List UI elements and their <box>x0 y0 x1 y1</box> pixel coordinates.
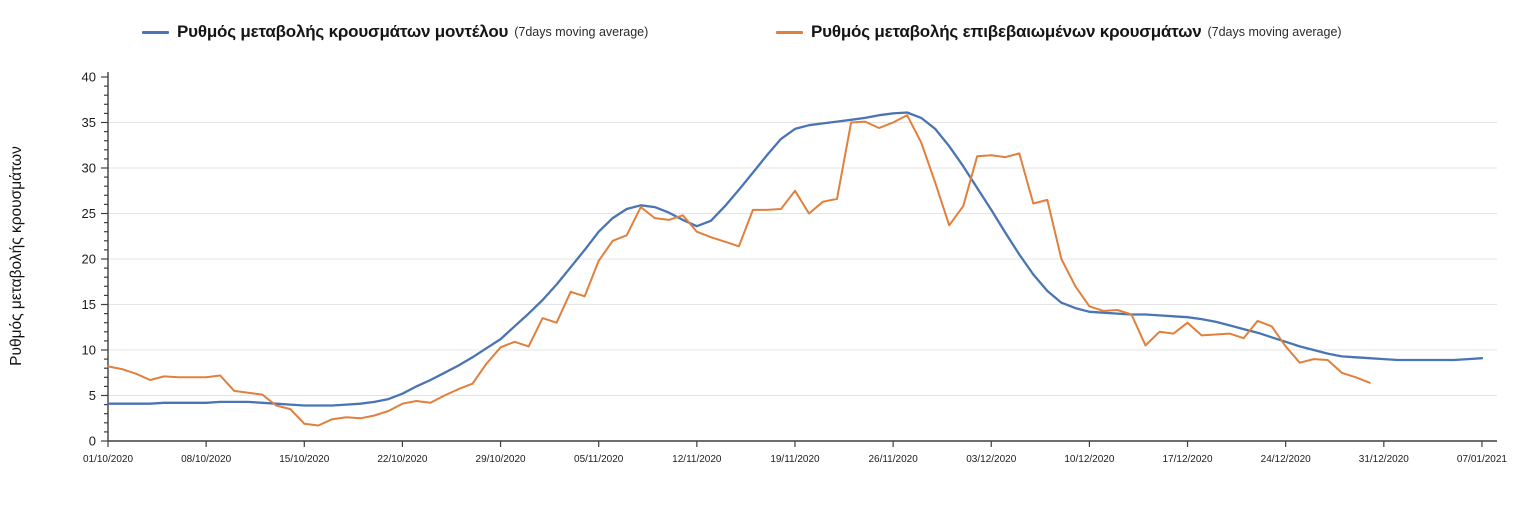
axis-tick-labels: 0 5 10 15 20 25 30 35 40 01/10/2020 08/10/2020 15/1… <box>82 70 1508 466</box>
series-lines <box>106 111 1484 427</box>
y-tick-label: 0 <box>89 434 96 449</box>
x-tick-label: 29/10/2020 <box>476 454 526 465</box>
legend-line-swatch-model <box>142 30 169 34</box>
x-tick-label: 07/01/2021 <box>1457 454 1507 465</box>
axes <box>107 72 1497 442</box>
legend-line-swatch-confirmed <box>776 30 803 34</box>
x-tick-label: 10/12/2020 <box>1064 454 1114 465</box>
x-tick-label: 01/10/2020 <box>83 454 133 465</box>
y-axis-title: Ρυθμός μεταβολής κρουσμάτων <box>8 146 25 366</box>
x-tick-label: 24/12/2020 <box>1261 454 1311 465</box>
x-tick-label: 05/11/2020 <box>574 454 624 465</box>
y-tick-label: 5 <box>89 388 96 403</box>
legend-item-confirmed[interactable]: Ρυθμός μεταβολής επιβεβαιωμένων κρουσμάτ… <box>776 22 1342 42</box>
legend-label-confirmed: Ρυθμός μεταβολής επιβεβαιωμένων κρουσμάτ… <box>811 22 1202 41</box>
y-tick-label: 40 <box>82 70 96 85</box>
y-tick-label: 35 <box>82 115 96 130</box>
y-tick-label: 15 <box>82 297 96 312</box>
x-tick-label: 17/12/2020 <box>1163 454 1213 465</box>
y-tick-label: 25 <box>82 206 96 221</box>
gridlines <box>108 122 1497 396</box>
legend: Ρυθμός μεταβολής κρουσμάτων μοντέλου (7d… <box>0 0 1534 52</box>
x-tick-label: 26/11/2020 <box>868 454 918 465</box>
legend-sublabel-model: (7days moving average) <box>514 25 649 39</box>
legend-item-model[interactable]: Ρυθμός μεταβολής κρουσμάτων μοντέλου (7d… <box>142 22 648 42</box>
x-tick-label: 03/12/2020 <box>966 454 1016 465</box>
x-tick-label: 31/12/2020 <box>1359 454 1409 465</box>
x-tick-label: 19/11/2020 <box>770 454 820 465</box>
x-tick-label: 08/10/2020 <box>181 454 231 465</box>
y-tick-label: 10 <box>82 343 96 358</box>
confirmed-series-line <box>107 114 1371 427</box>
legend-label-model: Ρυθμός μεταβολής κρουσμάτων μοντέλου <box>177 22 509 41</box>
model-series-line <box>106 111 1484 407</box>
x-tick-label: 12/11/2020 <box>672 454 722 465</box>
x-tick-label: 15/10/2020 <box>279 454 329 465</box>
y-tick-label: 20 <box>82 252 96 267</box>
y-tick-label: 30 <box>82 161 96 176</box>
legend-sublabel-confirmed: (7days moving average) <box>1207 25 1342 39</box>
x-tick-label: 22/10/2020 <box>377 454 427 465</box>
